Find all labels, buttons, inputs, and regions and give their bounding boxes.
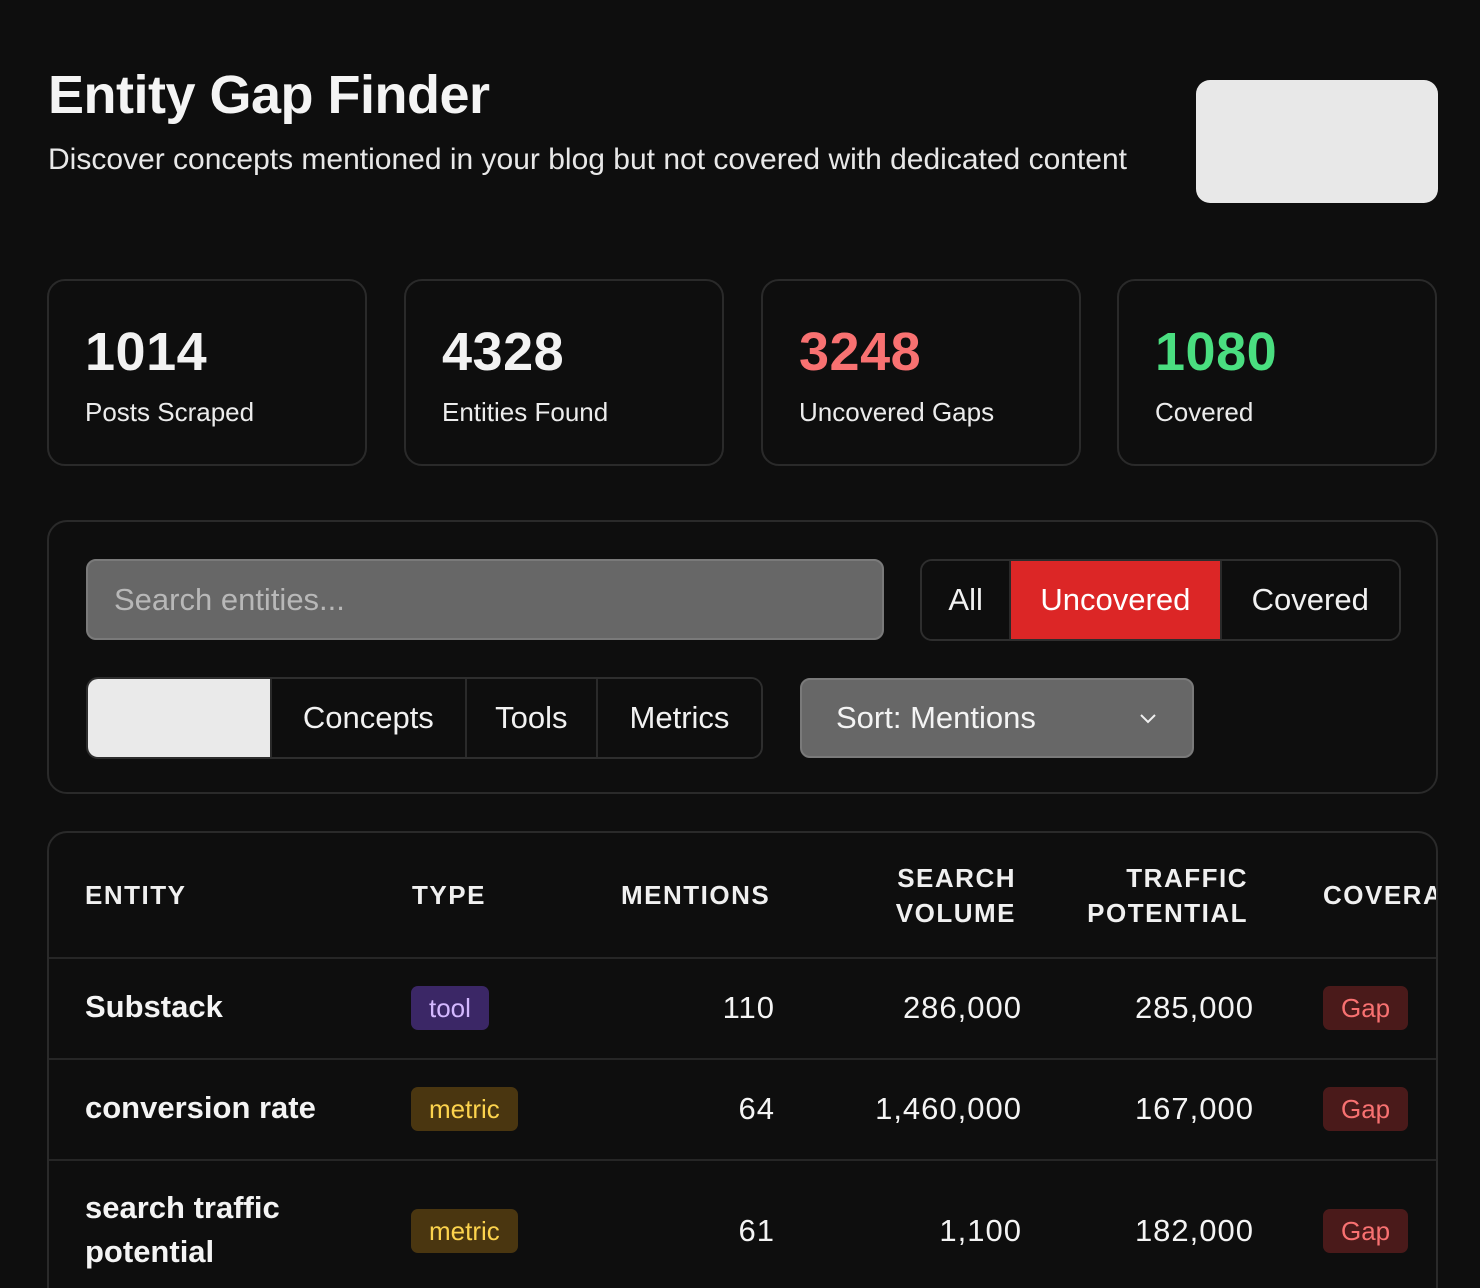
search-input[interactable] xyxy=(86,559,884,640)
stat-card-uncovered-gaps: 3248 Uncovered Gaps xyxy=(761,279,1081,466)
column-header-search-volume[interactable]: SEARCH VOLUME xyxy=(896,861,1016,931)
chevron-down-icon xyxy=(1140,714,1156,724)
entity-name: Substack xyxy=(85,989,223,1024)
traffic-potential-value: 182,000 xyxy=(1134,1213,1254,1248)
stat-value: 1080 xyxy=(1155,322,1278,382)
stat-label: Covered xyxy=(1155,397,1254,427)
column-header-traffic-line1: TRAFFIC xyxy=(1126,863,1248,893)
sort-select-value: Sort: Mentions xyxy=(836,700,1036,735)
stat-value: 1014 xyxy=(85,322,208,382)
sort-select[interactable]: Sort: Mentions xyxy=(800,678,1194,758)
type-badge: metric xyxy=(411,1209,518,1253)
entities-table: ENTITY TYPE MENTIONS SEARCH VOLUME TRAFF… xyxy=(47,831,1438,1288)
stat-label: Posts Scraped xyxy=(85,397,255,427)
type-filter-group: Concepts Tools Metrics xyxy=(86,677,763,759)
column-header-mentions[interactable]: MENTIONS xyxy=(621,880,771,910)
type-filter-metrics[interactable]: Metrics xyxy=(597,679,761,757)
mentions-value: 64 xyxy=(738,1091,775,1126)
type-filter-concepts[interactable]: Concepts xyxy=(271,679,467,757)
coverage-badge: Gap xyxy=(1323,986,1409,1030)
coverage-badge: Gap xyxy=(1323,1209,1409,1253)
stat-card-posts-scraped: 1014 Posts Scraped xyxy=(47,279,367,466)
status-filter-covered[interactable]: Covered xyxy=(1221,561,1399,639)
status-filter-uncovered[interactable]: Uncovered xyxy=(1011,561,1222,639)
stat-label: Uncovered Gaps xyxy=(799,397,995,427)
filter-panel: All Uncovered Covered Concepts Tools Met… xyxy=(47,520,1438,794)
type-filter-tools[interactable]: Tools xyxy=(466,679,598,757)
stat-card-entities-found: 4328 Entities Found xyxy=(404,279,724,466)
table-row[interactable]: conversion rate metric 64 1,460,000 167,… xyxy=(49,1058,1436,1159)
table-row[interactable]: Substack tool 110 286,000 285,000 Gap xyxy=(49,957,1436,1058)
column-header-entity[interactable]: ENTITY xyxy=(85,880,187,910)
stat-value: 3248 xyxy=(799,322,922,382)
entity-name: conversion rate xyxy=(85,1090,316,1125)
stat-label: Entities Found xyxy=(442,397,609,427)
type-badge: tool xyxy=(411,986,489,1030)
column-header-type[interactable]: TYPE xyxy=(412,880,486,910)
column-header-search-volume-line2: VOLUME xyxy=(895,898,1016,928)
page-title: Entity Gap Finder xyxy=(48,65,490,125)
status-filter-all[interactable]: All xyxy=(922,561,1012,639)
header-action-button[interactable] xyxy=(1196,80,1438,203)
status-filter-group: All Uncovered Covered xyxy=(920,559,1401,641)
traffic-potential-value: 285,000 xyxy=(1134,990,1254,1025)
column-header-traffic-potential[interactable]: TRAFFIC POTENTIAL xyxy=(1087,861,1248,931)
column-header-search-volume-line1: SEARCH xyxy=(897,863,1016,893)
column-header-traffic-line2: POTENTIAL xyxy=(1087,898,1248,928)
page-subtitle: Discover concepts mentioned in your blog… xyxy=(48,143,1127,176)
stat-value: 4328 xyxy=(442,322,565,382)
mentions-value: 61 xyxy=(738,1213,775,1248)
type-filter-all[interactable] xyxy=(88,679,272,757)
column-header-coverage[interactable]: COVERA xyxy=(1323,880,1438,910)
mentions-value: 110 xyxy=(722,990,775,1025)
entity-name: search traffic potential xyxy=(85,1190,280,1269)
search-volume-value: 1,460,000 xyxy=(875,1091,1022,1126)
table-row[interactable]: search traffic potential metric 61 1,100… xyxy=(49,1159,1436,1288)
stat-card-covered: 1080 Covered xyxy=(1117,279,1437,466)
search-volume-value: 286,000 xyxy=(902,990,1022,1025)
traffic-potential-value: 167,000 xyxy=(1134,1091,1254,1126)
coverage-badge: Gap xyxy=(1323,1087,1409,1131)
search-volume-value: 1,100 xyxy=(939,1213,1022,1248)
type-badge: metric xyxy=(411,1087,518,1131)
